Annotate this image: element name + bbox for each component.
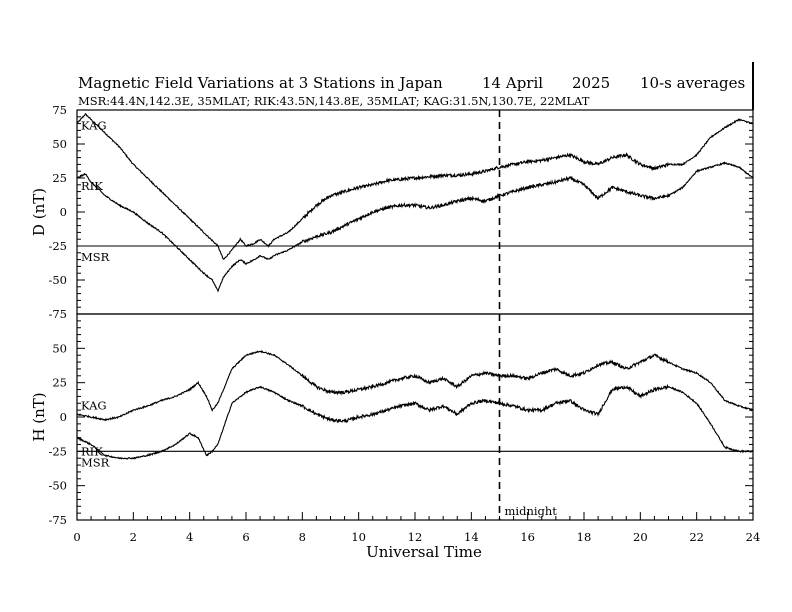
x-tick-label: 2 [130,530,137,544]
station-label-rik: RIK [81,444,103,458]
d-panel-frame [76,109,754,315]
chart-averaging: 10-s averages [640,74,745,92]
stations-info: MSR:44.4N,142.3E, 35MLAT; RIK:43.5N,143.… [78,94,590,108]
h-panel-ylabel: H (nT) [30,392,48,441]
y-tick-label: -25 [48,239,67,253]
d-panel-ylabel: D (nT) [30,188,48,236]
station-label-kag: KAG [81,119,107,133]
x-tick-label: 6 [242,530,249,544]
series-layer [76,113,754,460]
x-tick-label: 8 [299,530,306,544]
y-tick-label: 50 [52,137,67,151]
station-label-kag: KAG [81,398,107,412]
x-tick-label: 22 [689,530,704,544]
y-tick-label: -75 [48,307,67,321]
chart-title: Magnetic Field Variations at 3 Stations … [78,74,443,92]
y-tick-label: 0 [60,205,67,219]
chart-year: 2025 [572,74,610,92]
y-tick-label: -75 [48,513,67,527]
y-tick-label: 25 [52,376,67,390]
trace-rik [76,383,754,460]
x-tick-label: 4 [186,530,193,544]
x-tick-label: 12 [408,530,423,544]
y-tick-label: 0 [60,410,67,424]
x-tick-label: 14 [464,530,479,544]
x-tick-label: 0 [73,530,80,544]
x-tick-label: 20 [633,530,648,544]
y-tick-label: -50 [48,273,67,287]
trace-kag [77,349,754,422]
x-tick-label: 18 [577,530,592,544]
trace-rik [76,161,754,293]
station-label-rik: RIK [81,179,103,193]
trace-kag [76,113,754,260]
midnight-label: midnight [505,504,558,518]
x-tick-label: 16 [520,530,535,544]
y-tick-label: 25 [52,171,67,185]
station-label-msr: MSR [81,455,110,469]
x-tick-label: 24 [746,530,761,544]
h-panel-frame [76,313,754,521]
y-tick-label: 75 [52,103,67,117]
y-tick-label: -50 [48,479,67,493]
x-axis-label: Universal Time [366,543,482,561]
y-tick-label: -25 [48,444,67,458]
station-label-msr: MSR [81,250,110,264]
y-tick-label: 50 [52,341,67,355]
x-tick-label: 10 [351,530,366,544]
chart-date: 14 April [482,74,543,92]
